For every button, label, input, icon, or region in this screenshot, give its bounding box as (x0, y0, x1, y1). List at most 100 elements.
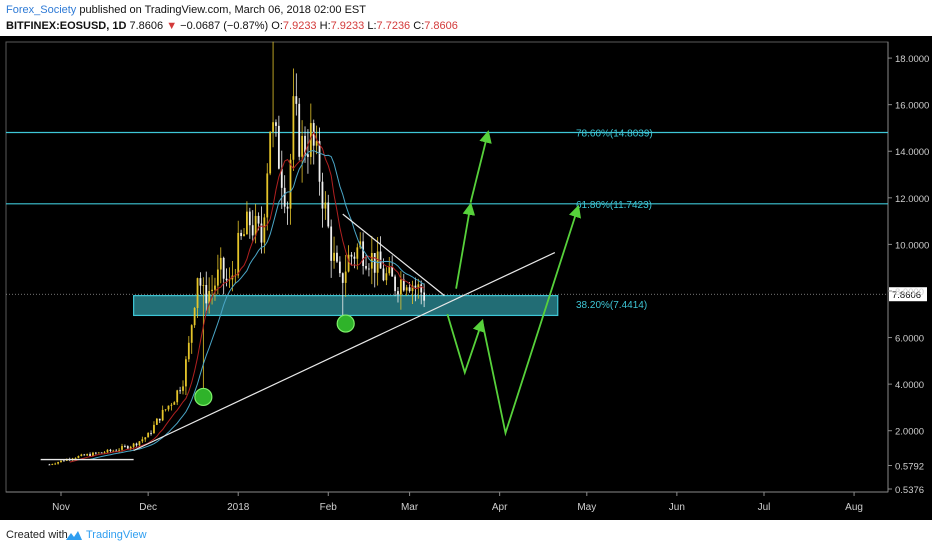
candle-body (48, 464, 51, 466)
candle-body (219, 257, 222, 270)
candle-body (211, 289, 213, 292)
candle (80, 453, 83, 457)
marked-low-circle (194, 387, 213, 407)
candle (214, 277, 216, 301)
candle (190, 324, 193, 354)
close-label: C: (413, 20, 425, 32)
candle (266, 163, 269, 231)
candle-body (77, 455, 80, 458)
candle (100, 452, 103, 454)
candle (362, 232, 365, 275)
candle-body (417, 284, 420, 288)
candle (135, 442, 138, 447)
candle-body (202, 285, 205, 286)
y-tick-label: 2.0000 (895, 427, 924, 438)
candle-body (83, 454, 86, 456)
published-text: published on TradingView.com, March 06, … (79, 4, 366, 16)
candle (182, 380, 184, 395)
candle (170, 402, 173, 411)
candle (405, 284, 408, 296)
price-chart[interactable]: 78.60%(14.8039) 61.80%(11.7423) 38.20%(7.4… (0, 36, 932, 520)
candle (327, 194, 330, 229)
candle-body (158, 418, 161, 421)
candle (251, 210, 254, 242)
candle-body (179, 390, 182, 392)
candle-body (324, 202, 327, 209)
candle (420, 280, 423, 305)
candle (193, 307, 196, 328)
x-tick-label: 2018 (227, 502, 250, 513)
candle (83, 453, 86, 456)
candle (321, 172, 324, 228)
candle (112, 449, 115, 452)
author-link[interactable]: Forex_Society (6, 4, 77, 16)
candle (219, 247, 222, 284)
candle-body (356, 247, 359, 259)
fib-level-label: 61.80%(11.7423) (576, 200, 652, 211)
candle (51, 463, 54, 466)
candle-body (420, 284, 423, 293)
candle-body (280, 168, 283, 188)
candle-body (97, 452, 100, 454)
x-tick-label: Dec (139, 502, 157, 513)
candle-body (147, 432, 150, 438)
candle-body (118, 449, 121, 451)
candle-body (397, 291, 399, 295)
candle (338, 256, 341, 278)
candle-body (254, 215, 257, 236)
candle (353, 252, 356, 269)
chart-header: Forex_Society published on TradingView.c… (0, 0, 932, 36)
candle-body (173, 402, 176, 405)
candle-body (89, 454, 91, 456)
candle-body (275, 122, 277, 126)
candle-body (411, 285, 414, 292)
candle-body (257, 215, 260, 224)
candle-body (228, 279, 231, 281)
candle-body (51, 464, 54, 465)
ma-fast-line (69, 131, 425, 463)
candle (289, 153, 292, 225)
candle (373, 252, 376, 288)
candle (48, 463, 51, 466)
candle-body (362, 241, 365, 267)
candle-body (164, 409, 167, 411)
tradingview-brand[interactable]: TradingView (86, 529, 147, 541)
candle-body (347, 254, 350, 272)
candle-body (321, 181, 324, 209)
candle (57, 461, 59, 465)
candle (225, 268, 228, 287)
x-tick-label: Jun (669, 502, 685, 513)
candle-body (391, 266, 394, 277)
falling-trendline (342, 213, 445, 297)
candle (202, 277, 205, 397)
candle (260, 206, 263, 254)
candle-body (126, 446, 129, 449)
chart-area[interactable]: 78.60%(14.8039) 61.80%(11.7423) 38.20%(7.4… (0, 36, 932, 520)
candle-body (222, 257, 225, 279)
high-value: 7.9233 (330, 20, 365, 32)
candle-body (338, 261, 341, 274)
candle (106, 449, 109, 454)
candle-body (214, 285, 216, 290)
candle-body (150, 432, 152, 434)
candle (155, 417, 158, 426)
change-text: −0.0687 (−0.87%) (180, 20, 269, 32)
candle-body (115, 450, 118, 452)
candle (187, 336, 190, 363)
candle-body (272, 122, 274, 132)
candle-body (132, 443, 135, 447)
candle-body (144, 437, 147, 440)
fib-level-label: 38.20%(7.4414) (576, 300, 647, 311)
candle (376, 237, 379, 286)
chart-footer: Created with TradingView (0, 520, 932, 550)
candle (388, 256, 391, 276)
y-tick-label: 16.0000 (895, 101, 929, 112)
candle (246, 201, 248, 235)
candle-body (333, 252, 335, 261)
candle (397, 287, 399, 303)
high-label: H: (319, 20, 331, 32)
close-value: 7.8606 (424, 20, 458, 32)
candle-body (312, 123, 315, 146)
candle-body (423, 292, 426, 301)
candle-body (246, 211, 248, 235)
